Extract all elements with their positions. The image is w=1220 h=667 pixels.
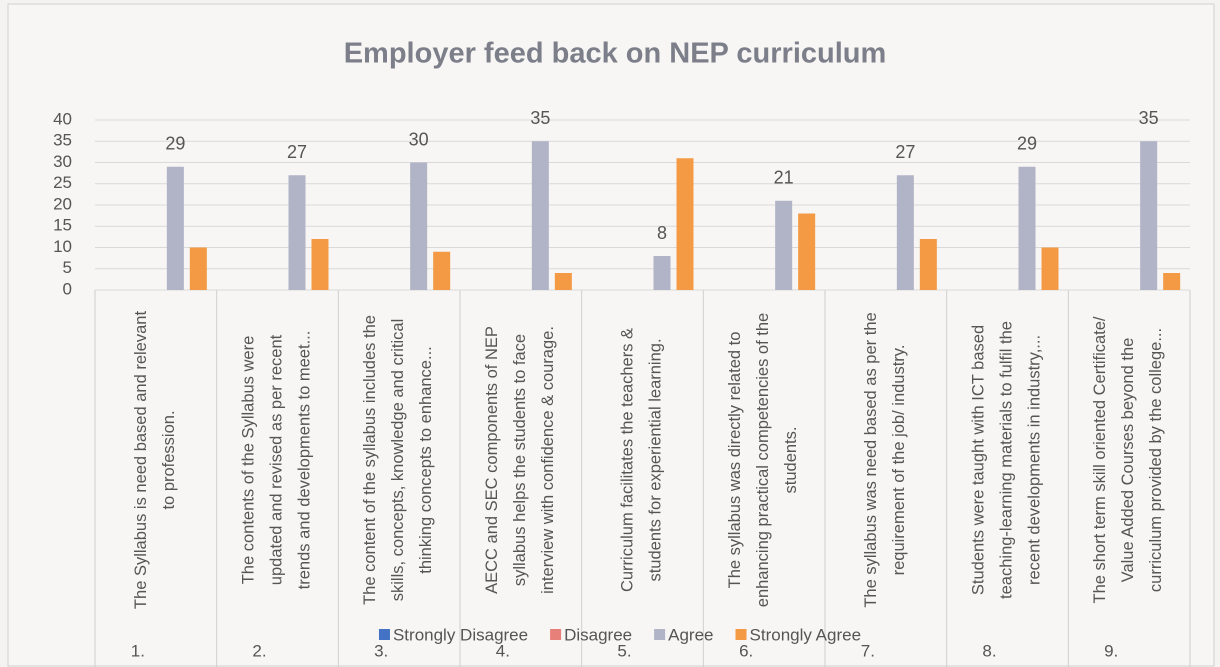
data-label: 27 — [895, 142, 915, 162]
bar — [288, 175, 306, 290]
bar — [531, 141, 549, 290]
legend-swatch — [735, 629, 747, 640]
bar — [410, 162, 428, 290]
legend-label: Disagree — [564, 625, 632, 644]
category-number: 4. — [496, 641, 510, 660]
x-tick-label-line: trends and developments to meet... — [296, 331, 314, 590]
category-number: 1. — [131, 641, 145, 660]
x-tick-label-line: to profession. — [160, 410, 178, 509]
x-tick-label: AECC and SEC components of NEP syllabus h… — [483, 326, 557, 594]
chart-title: Employer feed back on NEP curriculum — [344, 38, 887, 70]
x-tick-label-line: Value Added Courses beyond the — [1120, 338, 1138, 583]
bar — [1018, 166, 1036, 290]
x-tick-label-line: The content of the syllabus includes the — [362, 315, 380, 605]
category-number: 6. — [739, 641, 753, 660]
y-tick-label: 30 — [53, 152, 72, 171]
x-tick-label-line: interview with confidence & courage. — [539, 326, 557, 594]
x-tick-label: The short term skill oriented Certificat… — [1092, 316, 1166, 603]
bar — [189, 247, 207, 290]
x-tick-label-line: Curriculum facilitates the teachers & — [619, 328, 637, 592]
x-tick-label-line: students for experiential learning. — [647, 338, 665, 581]
category-number: 3. — [374, 641, 388, 660]
bar — [919, 239, 937, 290]
x-tick-label: Curriculum facilitates the teachers & stu… — [619, 328, 665, 592]
bar — [433, 251, 451, 290]
x-tick-label-line: syllabus helps the students to face — [511, 334, 529, 586]
x-tick-label-line: curriculum provided by the college... — [1148, 328, 1166, 592]
category-number: 8. — [982, 641, 996, 660]
bar — [1163, 273, 1181, 290]
y-tick-label: 0 — [63, 279, 72, 298]
data-label: 21 — [774, 168, 794, 188]
legend-label: Agree — [668, 625, 713, 644]
x-tick-label-line: teaching-learning materials to fulfil th… — [998, 321, 1016, 599]
data-label: 27 — [287, 142, 307, 162]
data-label: 8 — [657, 223, 667, 243]
legend-swatch — [378, 629, 390, 640]
legend-swatch — [550, 629, 562, 640]
y-tick-label: 25 — [53, 173, 72, 192]
bar — [166, 166, 184, 290]
x-tick-label: The syllabus was directly related to enha… — [727, 313, 801, 607]
legend-label: Strongly Agree — [750, 625, 862, 644]
data-label: 29 — [1017, 134, 1037, 154]
bar — [653, 256, 671, 290]
y-tick-label: 15 — [53, 216, 72, 235]
category-number: 9. — [1104, 641, 1118, 660]
bar — [1140, 141, 1158, 290]
x-tick-label-line: AECC and SEC components of NEP — [483, 326, 501, 594]
x-tick-label-line: The Syllabus is need based and relevant — [132, 311, 150, 610]
legend-label: Strongly Disagree — [393, 625, 528, 644]
x-tick-label-line: requirement of the job/ industry. — [890, 345, 908, 576]
category-number: 2. — [252, 641, 266, 660]
bar — [676, 158, 694, 290]
x-tick-label-line: thinking concepts to enhance... — [418, 346, 436, 574]
x-tick-label: The contents of the Syllabus were updated… — [240, 331, 314, 590]
x-tick-label-line: skills, concepts, knowledge and critical — [390, 319, 408, 601]
x-tick-label: The content of the syllabus includes the… — [362, 315, 436, 605]
data-label: 29 — [165, 134, 185, 154]
bar — [896, 175, 914, 290]
data-label: 30 — [409, 129, 429, 149]
x-tick-label-line: students. — [783, 427, 801, 494]
bar — [311, 239, 329, 290]
y-tick-label: 35 — [53, 131, 72, 150]
bar — [798, 213, 816, 290]
data-label: 35 — [530, 108, 550, 128]
x-tick-label-line: enhancing practical competencies of the — [755, 313, 773, 607]
x-tick-label-line: Students were taught with ICT based — [970, 325, 988, 595]
category-number: 7. — [861, 641, 875, 660]
y-tick-label: 40 — [53, 109, 72, 128]
x-tick-label-line: recent developments in industry,... — [1026, 335, 1044, 585]
bar — [554, 273, 572, 290]
x-tick-label-line: updated and revised as per recent — [268, 334, 286, 585]
x-tick-label: The syllabus was need based as per the re… — [862, 312, 908, 607]
y-tick-label: 10 — [53, 237, 72, 256]
x-tick-label-line: The short term skill oriented Certificat… — [1092, 316, 1110, 603]
legend: Strongly Disagree Disagree Agree Strongly A… — [378, 625, 862, 644]
bar — [1041, 247, 1059, 290]
y-tick-label: 5 — [63, 258, 72, 277]
x-tick-label-line: The syllabus was directly related to — [727, 332, 745, 589]
y-tick-label: 20 — [53, 194, 72, 213]
x-tick-label-line: The contents of the Syllabus were — [240, 336, 258, 585]
legend-swatch — [654, 629, 666, 640]
data-label: 35 — [1139, 108, 1159, 128]
bar — [775, 200, 793, 290]
category-number: 5. — [617, 641, 631, 660]
x-tick-label-line: The syllabus was need based as per the — [862, 312, 880, 607]
x-tick-label: The Syllabus is need based and relevant t… — [132, 311, 178, 610]
x-tick-label: Students were taught with ICT based teach… — [970, 321, 1044, 599]
chart-frame — [7, 3, 1215, 667]
